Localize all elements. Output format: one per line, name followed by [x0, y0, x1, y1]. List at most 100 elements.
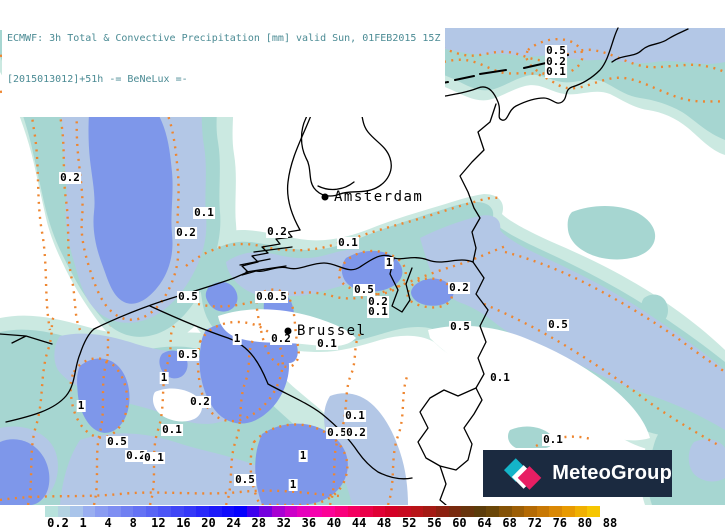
border-be-de — [472, 261, 489, 389]
colorbar-tick-label: 56 — [427, 516, 442, 528]
contour-label: 0.1 — [545, 65, 567, 78]
contour-label: 0.5 — [326, 426, 348, 439]
colorbar-segment — [574, 506, 588, 517]
contour-label: 0.5 — [545, 44, 567, 57]
precip-region — [255, 423, 348, 505]
contour-line — [483, 302, 721, 448]
contour-label: 0.2 — [345, 426, 367, 439]
colorbar-tick-label: 1 — [79, 516, 87, 528]
colorbar-segment — [171, 506, 184, 517]
colorbar-segment — [461, 506, 474, 517]
precip-region — [226, 249, 375, 297]
border-luxembourg — [417, 387, 483, 471]
city-label-amsterdam: Amsterdam — [334, 189, 424, 205]
colorbar-tick-label: 80 — [577, 516, 593, 528]
flevoland-line — [317, 181, 355, 191]
precip-region — [77, 358, 130, 433]
contour-line — [148, 325, 176, 505]
precip-region — [0, 439, 50, 505]
contour-label: 0.5 — [177, 290, 199, 303]
colorbar-tick-label: 28 — [251, 516, 266, 528]
coastline-elbe — [611, 28, 689, 63]
contour-label: 0.5 — [234, 473, 256, 486]
contour-line — [525, 38, 584, 77]
colorbar-segment — [360, 506, 373, 517]
contour-label: 0.2 — [545, 55, 567, 68]
colorbar-tick-label: 60 — [452, 516, 467, 528]
contour-label: 1 — [298, 449, 308, 462]
precip-region — [88, 69, 173, 304]
colorbar-segment — [70, 506, 83, 517]
colorbar-segment — [524, 506, 537, 517]
colorbar-segment — [435, 506, 449, 517]
contour-label: 0.5 — [353, 283, 375, 296]
colorbar-segment — [511, 506, 525, 517]
colorbar-segment — [196, 506, 209, 517]
colorbar-segment — [158, 506, 172, 517]
contour-label: 1 — [232, 332, 242, 345]
colorbar-tick-label: 88 — [602, 516, 618, 528]
meteogroup-logo-text: MeteoGroup — [552, 462, 672, 484]
colorbar-segment — [347, 506, 361, 517]
precip-region — [205, 282, 238, 312]
colorbar-segment — [45, 506, 58, 517]
contour-line — [337, 249, 407, 296]
precipitation-colorbar — [45, 506, 600, 517]
contour-label: 0.1 — [161, 423, 183, 436]
map-title: ECMWF: 3h Total & Convective Precipitati… — [2, 2, 446, 117]
colorbar-segment — [133, 506, 146, 517]
colorbar-segment — [95, 506, 109, 517]
contour-label: 1 — [159, 371, 169, 384]
colorbar-tick-label: 24 — [226, 516, 241, 528]
contour-label: 0.1 — [542, 433, 564, 446]
colorbar-segment — [398, 506, 411, 517]
meteogroup-logo: MeteoGroup — [483, 450, 672, 497]
colorbar-segment — [221, 506, 235, 517]
colorbar-tick-label: 64 — [477, 516, 492, 528]
precip-region — [420, 215, 725, 430]
colorbar-segment — [498, 506, 512, 517]
colorbar-segment — [120, 506, 134, 517]
contour-line — [0, 489, 341, 502]
colorbar-tick-label: 4 — [104, 516, 112, 528]
colorbar-segment — [322, 506, 336, 517]
colorbar-tick-label: 16 — [176, 516, 191, 528]
colorbar-segment — [145, 506, 159, 517]
contour-line — [535, 435, 595, 448]
contour-label: 0.1 — [337, 236, 359, 249]
contour-label: 0.5 — [547, 318, 569, 331]
colorbar-tick-label: 40 — [326, 516, 342, 528]
coastline-france — [5, 328, 95, 423]
colorbar-tick-label: 76 — [552, 516, 568, 528]
contour-label: 1 — [288, 478, 298, 491]
colorbar-segment — [536, 506, 550, 517]
contour-label: 0.1 — [489, 371, 511, 384]
precip-region — [567, 206, 656, 260]
colorbar-segment — [385, 506, 399, 517]
colorbar-segment — [309, 506, 323, 517]
colorbar-tick-label: 0.2 — [47, 516, 69, 528]
contour-label: 0.1 — [367, 305, 389, 318]
coastline-england — [0, 333, 53, 345]
colorbar-segment — [410, 506, 424, 517]
meteogroup-logo-icon — [503, 457, 542, 490]
contour-label: 0.1 — [344, 409, 366, 422]
contour-label: 1 — [76, 399, 86, 412]
colorbar-tick-label: 12 — [151, 516, 166, 528]
colorbar-segment — [587, 506, 600, 517]
city-marker-brussel — [284, 327, 292, 335]
contour-label: 0.2 — [448, 281, 470, 294]
colorbar-segment — [183, 506, 197, 517]
map-title-line1: ECMWF: 3h Total & Convective Precipitati… — [7, 33, 441, 44]
contour-label: 0.2 — [59, 171, 81, 184]
colorbar-segment — [208, 506, 222, 517]
colorbar-segment — [423, 506, 436, 517]
contour-label: 0.2 — [270, 332, 292, 345]
precip-region — [688, 439, 725, 482]
colorbar-segment — [448, 506, 462, 517]
colorbar-tick-label: 72 — [527, 516, 542, 528]
contour-line — [69, 357, 129, 439]
precip-region — [60, 433, 308, 505]
colorbar-segment — [259, 506, 272, 517]
